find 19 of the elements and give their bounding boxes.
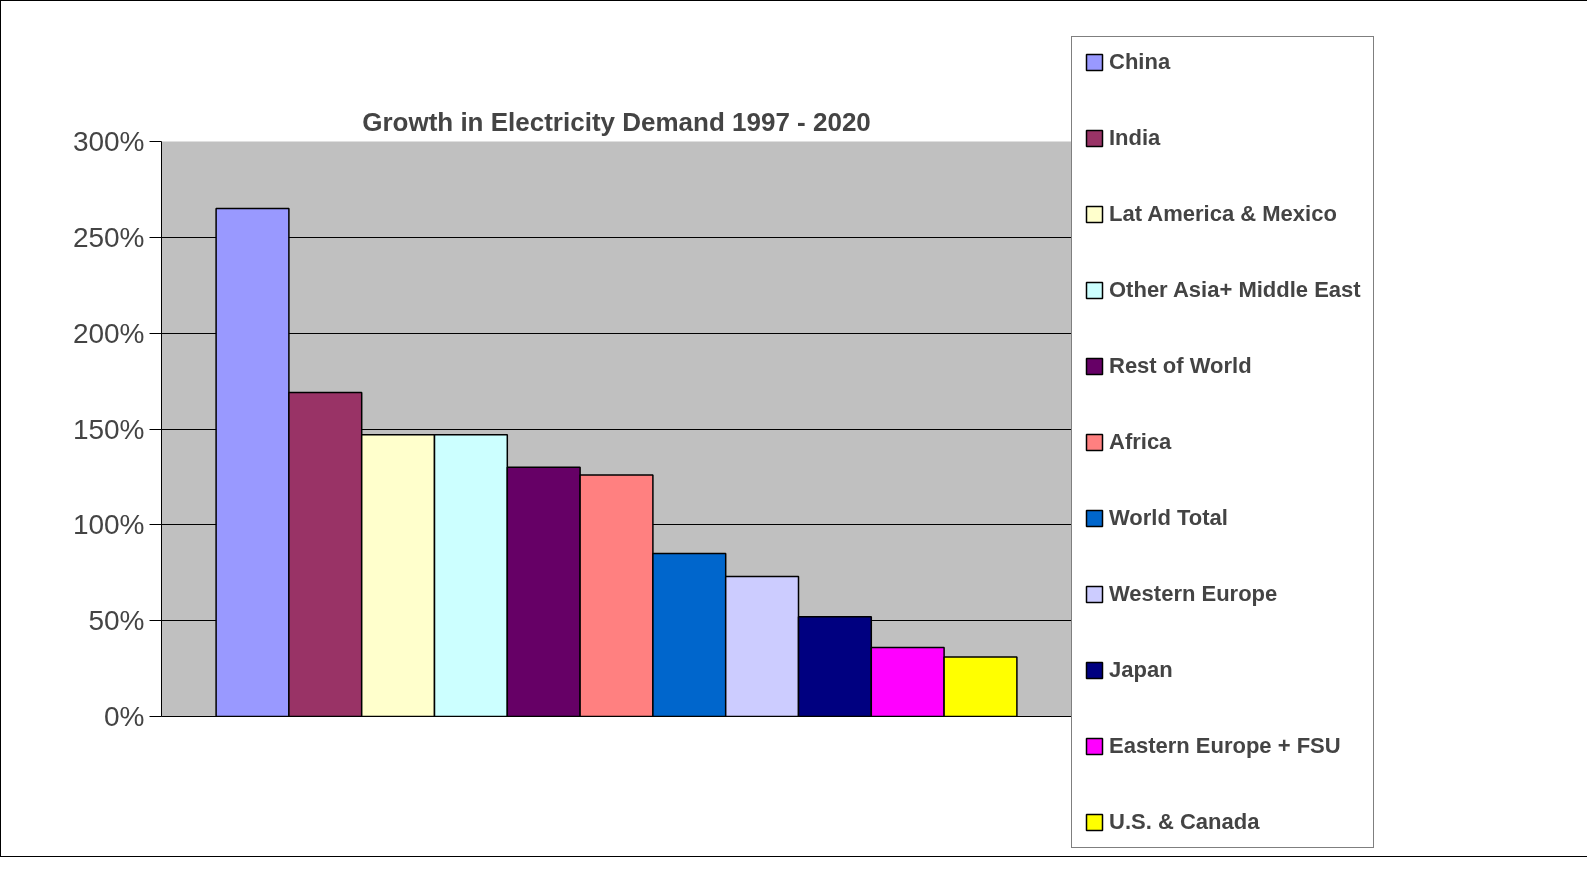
legend-label: India bbox=[1109, 125, 1161, 151]
y-tick-label: 150% bbox=[72, 413, 145, 445]
legend-label: Western Europe bbox=[1109, 581, 1278, 607]
y-tick-label: 0% bbox=[104, 701, 145, 732]
y-tick-label: 50% bbox=[88, 605, 145, 637]
legend-label: Japan bbox=[1109, 657, 1173, 683]
y-tick-label: 300% bbox=[72, 126, 145, 157]
legend-label: U.S. & Canada bbox=[1109, 809, 1260, 835]
legend-label: World Total bbox=[1109, 505, 1228, 531]
chart-title: Growth in Electricity Demand 1997 - 2020 bbox=[362, 106, 871, 137]
legend-label: Lat America & Mexico bbox=[1109, 201, 1337, 227]
legend-label: Africa bbox=[1109, 429, 1172, 455]
y-tick-label: 100% bbox=[72, 509, 145, 541]
y-tick-label: 250% bbox=[72, 221, 145, 253]
legend-label: Rest of World bbox=[1109, 353, 1252, 379]
y-tick-label: 200% bbox=[72, 317, 145, 349]
legend-label: Eastern Europe + FSU bbox=[1109, 733, 1341, 759]
legend-label: China bbox=[1109, 49, 1171, 75]
legend-label: Other Asia+ Middle East bbox=[1109, 277, 1361, 303]
